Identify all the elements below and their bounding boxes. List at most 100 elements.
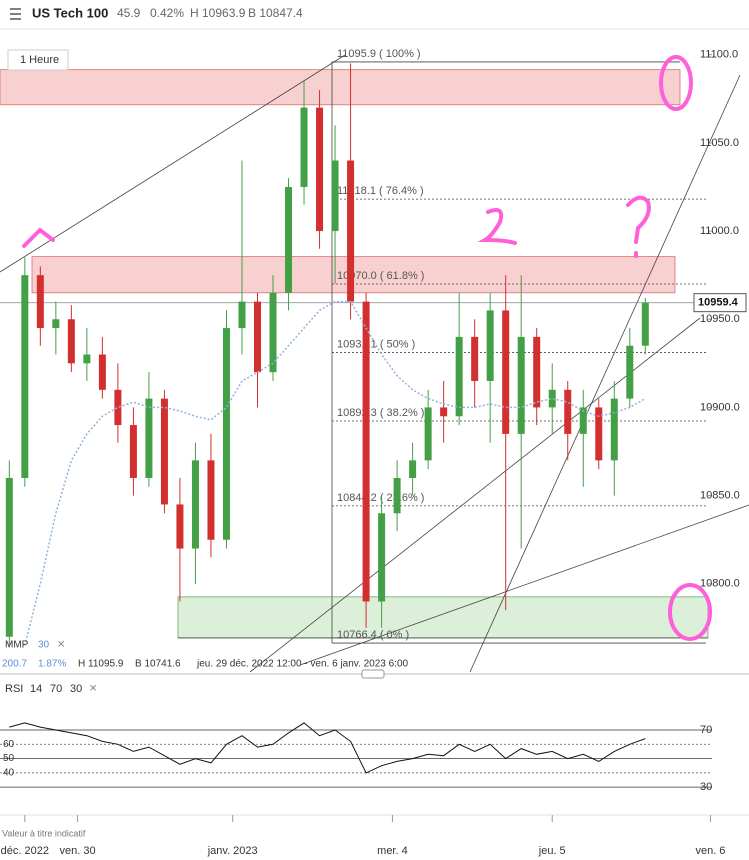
instrument-title: US Tech 100	[32, 5, 108, 20]
trend-line	[0, 54, 346, 273]
x-tick-label: ven. 6	[695, 845, 725, 857]
rsi-tick-label: 30	[700, 781, 712, 793]
range-change-pct: 1.87%	[38, 659, 66, 670]
candle-body	[579, 407, 587, 434]
rsi-tick-label: 60	[3, 739, 15, 750]
candle-body	[36, 275, 44, 329]
y-tick-label: 10850.0	[700, 490, 740, 502]
candle-body	[207, 460, 215, 540]
ma-period: 30	[38, 640, 50, 651]
candle-body	[145, 398, 153, 478]
candle-body	[502, 310, 510, 434]
interval: 1 Heure	[20, 54, 59, 66]
annotation-circle	[668, 583, 712, 641]
range-change: 200.7	[2, 659, 27, 670]
change-pct: 0.42%	[150, 6, 184, 20]
candle-body	[191, 460, 199, 549]
interval-box[interactable]	[7, 49, 69, 71]
trend-line	[249, 317, 701, 673]
candle-body	[331, 160, 339, 232]
candle-body	[285, 186, 293, 293]
fib-label: 10844.2 ( 23.6% )	[337, 492, 424, 504]
candle-body	[440, 407, 448, 417]
fib-label: 10931.1 ( 50% )	[337, 338, 415, 350]
candle-body	[548, 389, 556, 408]
ma-name: MMP	[5, 640, 29, 651]
range-high: H 11095.9	[78, 659, 124, 670]
price-panel: 11095.9 ( 100% ) 11018.1 ( 76.4% ) 10970.0…	[0, 48, 749, 673]
candle-body	[52, 319, 60, 329]
candle-body	[238, 301, 246, 329]
x-tick-label: janv. 2023	[207, 845, 258, 857]
y-tick-label: 10950.0	[700, 313, 740, 325]
last-price-label: 10959.4	[698, 297, 739, 309]
menu-icon[interactable]	[10, 8, 21, 20]
fib-label: 10970.0 ( 61.8% )	[337, 270, 424, 282]
y-tick-label: 10800.0	[700, 578, 740, 590]
last-price-box	[693, 293, 747, 313]
fib-label: 11018.1 ( 76.4% )	[337, 185, 424, 197]
annotations	[22, 55, 712, 641]
candle-body	[5, 477, 13, 637]
candle-body	[517, 336, 525, 434]
y-tick-label: 11000.0	[700, 225, 739, 237]
candle-body	[300, 107, 308, 187]
x-tick-label: mer. 4	[377, 845, 408, 857]
x-tick-label: ven. 30	[60, 845, 96, 857]
range-period: jeu. 29 déc. 2022 12:00 - ven. 6 janv. 2…	[196, 659, 409, 670]
candle-body	[455, 336, 463, 417]
candle-body	[471, 336, 479, 381]
disclaimer: Valeur à titre indicatif	[2, 828, 86, 838]
x-tick-label: déc. 2022	[1, 845, 49, 857]
candle-body	[486, 310, 494, 381]
rsi-param: 30	[70, 683, 82, 695]
high: H 10963.9	[190, 6, 246, 20]
candle-body	[641, 302, 649, 346]
candle-body	[269, 292, 277, 373]
candle-body	[409, 460, 417, 478]
zone	[177, 596, 709, 639]
rsi-param: 14	[30, 683, 42, 695]
candle-body	[253, 301, 261, 373]
rsi-param: 70	[50, 683, 62, 695]
x-tick-label: jeu. 5	[538, 845, 566, 857]
remove-ma[interactable]: ✕	[57, 640, 65, 651]
annotation-1	[22, 227, 55, 248]
rsi-name: RSI	[5, 683, 23, 695]
fib-label: 10766.4 ( 0% )	[337, 629, 409, 641]
annotation-question	[626, 195, 651, 258]
range-low: B 10741.6	[135, 659, 181, 670]
candle-body	[21, 275, 29, 478]
candle-body	[610, 398, 618, 461]
fib-label: 10892.3 ( 38.2% )	[337, 407, 424, 419]
candle-body	[362, 301, 370, 602]
rsi-line	[9, 722, 646, 774]
y-tick-label: 11100.0	[700, 49, 738, 61]
candle-body	[595, 407, 603, 461]
rsi-tick-label: 70	[700, 724, 712, 736]
annotation-2	[477, 208, 517, 245]
candle-body	[316, 107, 324, 232]
candle-body	[114, 389, 122, 426]
rsi-tick-label: 40	[3, 767, 15, 778]
remove-rsi[interactable]: ✕	[89, 684, 97, 695]
divider-handle[interactable]	[361, 669, 385, 679]
candle-body	[176, 504, 184, 549]
zone	[0, 69, 681, 106]
annotation-circle	[659, 55, 693, 111]
change: 45.9	[117, 6, 141, 20]
y-tick-label: 10900.0	[700, 401, 740, 413]
candle-body	[160, 398, 168, 505]
low: B 10847.4	[248, 6, 303, 20]
candle-body	[378, 513, 386, 602]
candle-body	[83, 354, 91, 364]
y-tick-label: 11050.0	[700, 137, 739, 149]
candle-body	[222, 328, 230, 540]
candle-body	[564, 389, 572, 434]
candle-body	[393, 477, 401, 514]
rsi-panel: 70 30 60 50 40	[0, 722, 712, 793]
trend-line	[469, 74, 741, 673]
candle-body	[98, 354, 106, 390]
